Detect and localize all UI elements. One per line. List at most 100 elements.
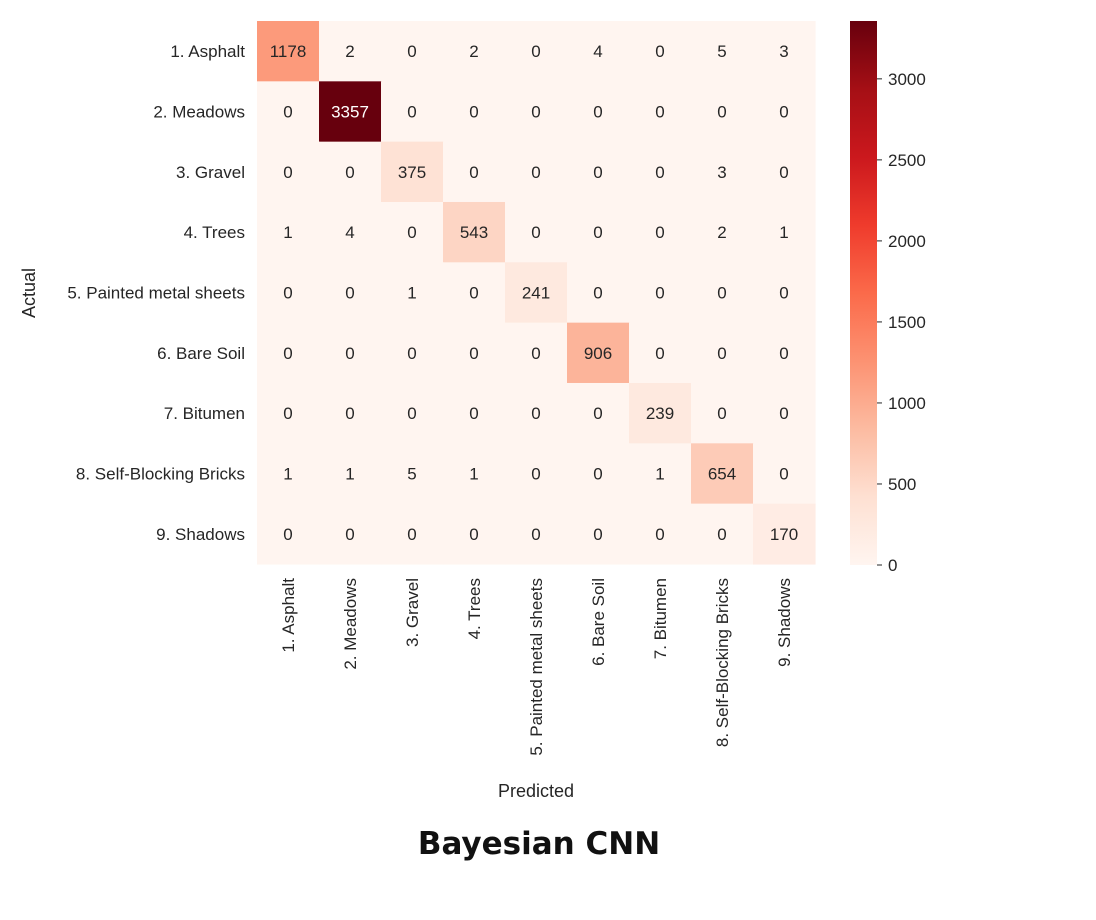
cell-value-label: 0 — [779, 344, 788, 363]
heatmap-cell — [443, 503, 506, 565]
cell-value-label: 5 — [407, 464, 416, 483]
cell-value-label: 0 — [531, 102, 540, 121]
cell-value-label: 0 — [469, 404, 478, 423]
col-tick-label: 8. Self-Blocking Bricks — [713, 578, 732, 747]
heatmap-cell — [319, 262, 382, 324]
colorbar-tick-label: 500 — [888, 475, 916, 494]
cell-value-label: 0 — [283, 163, 292, 182]
heatmap-cell — [691, 262, 754, 324]
heatmap-cell — [753, 503, 816, 565]
col-tick-label: 7. Bitumen — [651, 578, 670, 659]
colorbar — [850, 21, 877, 565]
heatmap-cell — [753, 201, 816, 263]
heatmap-cell — [381, 322, 444, 384]
cell-value-label: 0 — [407, 102, 416, 121]
cell-value-label: 0 — [717, 404, 726, 423]
heatmap-cell — [505, 322, 568, 384]
cell-value-label: 0 — [717, 344, 726, 363]
row-tick-label: 1. Asphalt — [170, 42, 245, 61]
heatmap-cell — [257, 382, 320, 444]
row-tick-label: 6. Bare Soil — [157, 344, 245, 363]
cell-value-label: 0 — [469, 283, 478, 302]
heatmap-cell — [691, 141, 754, 203]
row-tick-label: 9. Shadows — [156, 525, 245, 544]
heatmap-cell — [505, 443, 568, 505]
cell-value-label: 1 — [779, 223, 788, 242]
cell-value-label: 0 — [345, 344, 354, 363]
cell-value-label: 0 — [655, 163, 664, 182]
heatmap-cell — [753, 382, 816, 444]
cell-value-label: 0 — [407, 223, 416, 242]
cell-value-label: 906 — [584, 344, 612, 363]
heatmap-cell — [629, 322, 692, 384]
cell-value-label: 654 — [708, 464, 736, 483]
heatmap-cell — [567, 21, 630, 82]
col-tick-label: 5. Painted metal sheets — [527, 578, 546, 756]
col-tick-label: 9. Shadows — [775, 578, 794, 667]
cell-value-label: 4 — [593, 42, 602, 61]
heatmap-cell — [753, 21, 816, 82]
heatmap-cell — [691, 382, 754, 444]
cell-value-label: 0 — [407, 404, 416, 423]
heatmap-cell — [319, 443, 382, 505]
cell-value-label: 543 — [460, 223, 488, 242]
cell-value-label: 0 — [407, 42, 416, 61]
colorbar-tick-label: 0 — [888, 556, 897, 575]
heatmap-cell — [629, 443, 692, 505]
cell-value-label: 0 — [531, 525, 540, 544]
cell-value-label: 0 — [717, 102, 726, 121]
cell-value-label: 0 — [593, 102, 602, 121]
heatmap-cell — [257, 443, 320, 505]
heatmap-cell — [567, 81, 630, 143]
heatmap-cell — [753, 262, 816, 324]
cell-value-label: 239 — [646, 404, 674, 423]
heatmap-cell — [629, 503, 692, 565]
cell-value-label: 2 — [469, 42, 478, 61]
cell-value-label: 2 — [345, 42, 354, 61]
cell-value-label: 170 — [770, 525, 798, 544]
row-tick-label: 2. Meadows — [153, 102, 245, 121]
cell-value-label: 0 — [531, 223, 540, 242]
heatmap-cell — [753, 81, 816, 143]
heatmap-cell — [629, 81, 692, 143]
heatmap-cell — [443, 141, 506, 203]
heatmap-cell — [691, 81, 754, 143]
row-tick-label: 8. Self-Blocking Bricks — [76, 464, 245, 483]
heatmap-cell — [505, 262, 568, 324]
cell-value-label: 0 — [717, 525, 726, 544]
cell-value-label: 0 — [779, 464, 788, 483]
heatmap-cells — [257, 21, 816, 565]
heatmap-cell — [257, 262, 320, 324]
heatmap-cell — [691, 201, 754, 263]
row-tick-label: 4. Trees — [184, 223, 245, 242]
cell-value-label: 1 — [407, 283, 416, 302]
heatmap-cell — [319, 201, 382, 263]
heatmap-cell — [257, 503, 320, 565]
cell-value-label: 0 — [407, 344, 416, 363]
heatmap-cell — [691, 443, 754, 505]
x-axis-title: Predicted — [498, 781, 574, 801]
heatmap-cell — [319, 21, 382, 82]
cell-value-label: 0 — [531, 42, 540, 61]
cell-value-label: 0 — [469, 525, 478, 544]
heatmap-cell — [319, 81, 382, 143]
col-tick-label: 4. Trees — [465, 578, 484, 639]
cell-value-label: 0 — [593, 283, 602, 302]
row-tick-label: 7. Bitumen — [164, 404, 245, 423]
heatmap-cell — [505, 141, 568, 203]
heatmap-cell — [629, 382, 692, 444]
cell-value-label: 3 — [717, 163, 726, 182]
heatmap-cell — [381, 262, 444, 324]
cell-value-label: 0 — [283, 404, 292, 423]
heatmap-cell — [505, 81, 568, 143]
cell-value-label: 0 — [345, 525, 354, 544]
heatmap-cell — [567, 382, 630, 444]
cell-value-label: 1 — [283, 223, 292, 242]
cell-value-label: 0 — [593, 163, 602, 182]
heatmap-cell — [443, 382, 506, 444]
cell-value-label: 0 — [655, 223, 664, 242]
heatmap-cell — [381, 201, 444, 263]
heatmap-cell — [319, 141, 382, 203]
col-tick-label: 1. Asphalt — [279, 578, 298, 653]
